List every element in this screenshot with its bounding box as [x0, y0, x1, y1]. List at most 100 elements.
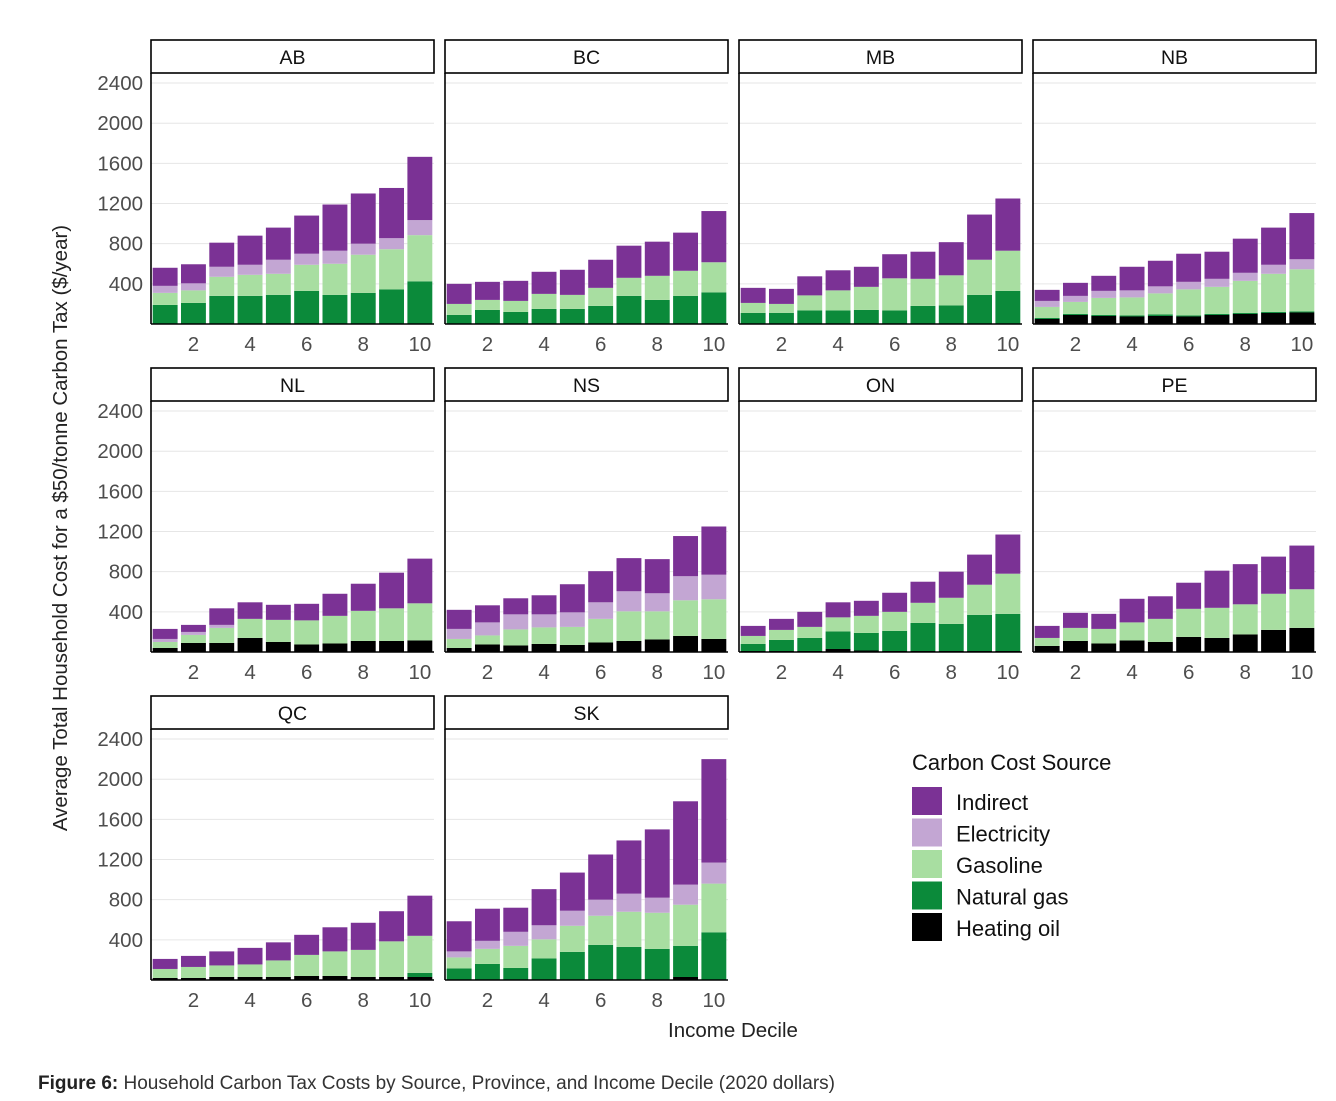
bar-segment-gas	[265, 294, 291, 324]
x-tick-label: 8	[652, 333, 663, 356]
bar-segment-indirect	[588, 854, 614, 900]
bar-segment-gasoline	[265, 960, 291, 977]
panel-pe: PE 2 4 6 8 10	[1032, 367, 1317, 684]
bar-segment-elec	[1232, 272, 1258, 281]
x-tick-label: 4	[538, 989, 549, 1012]
bar-segment-indirect	[237, 602, 263, 619]
bar-segment-gas	[559, 308, 585, 324]
bar-segment-oil	[559, 644, 585, 652]
bar-segment-indirect	[644, 829, 670, 898]
bar-segment-indirect	[1091, 275, 1117, 291]
bar-segment-gasoline	[673, 270, 699, 296]
bar-segment-gasoline	[853, 615, 879, 633]
bar-segment-gasoline	[910, 602, 936, 623]
bar-segment-oil	[1261, 629, 1287, 652]
bar-segment-gasoline	[616, 911, 642, 947]
panel-nb: NB 2 4 6 8 10	[1032, 39, 1317, 356]
bar-segment-oil	[294, 975, 320, 980]
bar-segment-gasoline	[446, 638, 472, 648]
bar-segment-indirect	[350, 922, 376, 950]
bar-segment-gas	[446, 968, 472, 980]
y-tick-label: 1200	[97, 193, 143, 216]
bar-segment-indirect	[1261, 556, 1287, 594]
bar-segment-elec	[1289, 259, 1315, 270]
bar-segment-gas	[588, 305, 614, 324]
bar-segment-gasoline	[938, 597, 964, 624]
bar-segment-indirect	[350, 193, 376, 244]
x-tick-label: 2	[482, 661, 493, 684]
bar-segment-gas	[644, 948, 670, 980]
bar-segment-gasoline	[797, 295, 823, 311]
bar-segment-indirect	[503, 280, 529, 301]
bar-segment-oil	[531, 643, 557, 652]
bar-segment-gasoline	[768, 629, 794, 640]
legend-label-oil: Heating oil	[956, 916, 1060, 941]
bar-segment-gas	[967, 614, 993, 651]
x-tick-label: 8	[358, 333, 369, 356]
bar-segment-gasoline	[474, 635, 500, 645]
bar-segment-gasoline	[1204, 607, 1230, 638]
bar-segment-oil	[237, 976, 263, 980]
bar-segment-indirect	[152, 628, 178, 639]
bar-segment-gas	[825, 631, 851, 649]
bar-segment-gasoline	[350, 610, 376, 641]
bar-segment-indirect	[237, 947, 263, 965]
bar-segment-oil	[180, 642, 206, 652]
legend-label-indirect: Indirect	[956, 790, 1028, 815]
bar-segment-gasoline	[531, 939, 557, 959]
bar-segment-indirect	[180, 955, 206, 967]
x-tick-label: 8	[652, 989, 663, 1012]
bar-segment-indirect	[1289, 545, 1315, 590]
bar-segment-indirect	[882, 254, 908, 279]
bar-segment-gasoline	[503, 300, 529, 312]
legend-swatch-indirect	[912, 787, 942, 815]
bar-segment-elec	[350, 243, 376, 255]
panel-strip-label: PE	[1161, 375, 1187, 397]
bar-segment-indirect	[1034, 289, 1060, 301]
bar-segment-oil	[673, 635, 699, 652]
bar-segment-gas	[503, 311, 529, 324]
x-tick-label: 6	[1183, 661, 1194, 684]
legend-label-elec: Electricity	[956, 822, 1050, 847]
bar-segment-oil	[180, 977, 206, 980]
panel-strip-label: QC	[278, 703, 307, 725]
x-tick-label: 2	[776, 661, 787, 684]
bar-segment-gas	[882, 630, 908, 651]
bar-segment-indirect	[825, 602, 851, 618]
x-tick-label: 4	[1126, 661, 1137, 684]
x-tick-label: 2	[188, 989, 199, 1012]
panel-strip-label: NB	[1161, 47, 1188, 69]
bar-segment-indirect	[768, 288, 794, 304]
legend-label-gas: Natural gas	[956, 885, 1069, 910]
bar-segment-oil	[265, 976, 291, 980]
bar-segment-elec	[701, 862, 727, 884]
bar-segment-indirect	[1289, 213, 1315, 260]
x-tick-label: 10	[408, 333, 431, 356]
bar-segment-gasoline	[701, 599, 727, 639]
bar-segment-gas	[180, 302, 206, 324]
bar-segment-elec	[503, 931, 529, 946]
bar-segment-indirect	[644, 241, 670, 276]
bar-segment-gasoline	[503, 629, 529, 646]
bar-segment-gas	[768, 639, 794, 651]
bar-segment-gas	[1091, 314, 1117, 316]
bar-segment-indirect	[616, 840, 642, 894]
x-tick-label: 6	[595, 989, 606, 1012]
bar-segment-oil	[350, 976, 376, 980]
bar-segment-gas	[701, 932, 727, 980]
bar-segment-indirect	[322, 204, 348, 251]
bar-segment-gasoline	[322, 263, 348, 295]
legend-swatch-oil	[912, 913, 942, 941]
bar-segment-gas	[474, 309, 500, 324]
caption-text: Household Carbon Tax Costs by Source, Pr…	[123, 1073, 835, 1094]
bar-segment-indirect	[209, 608, 235, 625]
bar-segment-indirect	[446, 283, 472, 304]
bar-segment-gasoline	[701, 883, 727, 933]
bar-segment-gasoline	[531, 627, 557, 644]
bar-segment-indirect	[379, 187, 405, 239]
y-tick-label: 400	[109, 929, 143, 952]
bar-segment-gasoline	[616, 277, 642, 296]
bar-segment-oil	[294, 644, 320, 652]
bar-segment-gas	[616, 946, 642, 980]
bar-segment-gasoline	[265, 273, 291, 295]
